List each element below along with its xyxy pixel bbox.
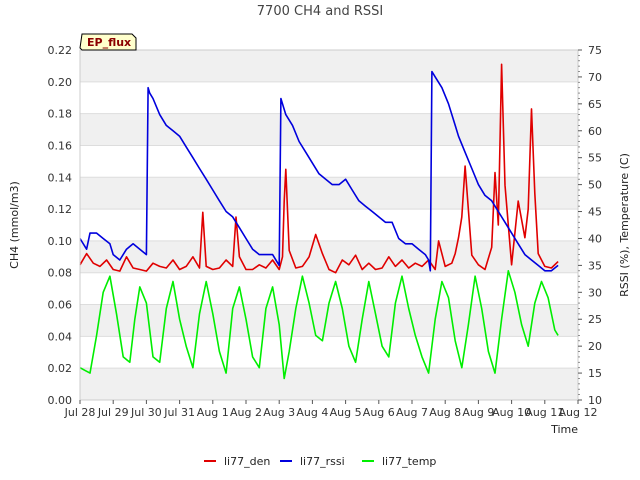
y-axis-label-left: CH4 (mmol/m3) (8, 181, 21, 269)
badge-label: EP_flux (87, 36, 131, 49)
plot-frame (79, 49, 579, 401)
y-tick-label-right: 30 (588, 286, 602, 299)
x-tick-label: Aug 3 (263, 406, 295, 419)
y-tick-label-left: 0.00 (48, 394, 73, 407)
y-axis-ticks-right: 10 15 20 25 30 35 40 45 50 55 60 65 70 75 (578, 44, 602, 407)
series-line-li77_temp (79, 269, 559, 380)
y-tick-label-right: 50 (588, 179, 602, 192)
series-line-li77_den (79, 63, 559, 274)
y-tick-label-left: 0.12 (48, 203, 73, 216)
x-tick-label: Jul 28 (64, 406, 96, 419)
grid-band (80, 50, 578, 82)
x-tick-label: Aug 10 (492, 406, 531, 419)
ep-flux-badge: EP_flux (79, 33, 137, 51)
series-layer (79, 63, 559, 380)
x-axis-label: Time (550, 423, 578, 436)
x-tick-label: Aug 7 (396, 406, 428, 419)
x-tick-label: Aug 6 (363, 406, 395, 419)
y-tick-label-left: 0.22 (48, 44, 73, 57)
x-tick-label: Aug 2 (230, 406, 262, 419)
y-tick-label-right: 55 (588, 152, 602, 165)
y-tick-label-right: 40 (588, 232, 602, 245)
x-tick-label: Aug 5 (330, 406, 362, 419)
y-tick-label-right: 20 (588, 340, 602, 353)
x-tick-label: Jul 31 (163, 406, 195, 419)
y-tick-label-left: 0.14 (48, 171, 73, 184)
y-tick-label-left: 0.10 (48, 235, 73, 248)
y-axis-label-right: RSSI (%), Temperature (C) (618, 153, 631, 297)
y-tick-label-right: 60 (588, 125, 602, 138)
x-tick-label: Aug 4 (296, 406, 328, 419)
y-tick-label-right: 15 (588, 367, 602, 380)
y-tick-label-left: 0.08 (48, 267, 73, 280)
y-tick-label-left: 0.02 (48, 362, 73, 375)
legend-label-li77_rssi: li77_rssi (300, 455, 345, 468)
legend-label-li77_den: li77_den (224, 455, 270, 468)
y-axis-ticks-left: 0.00 0.02 0.04 0.06 0.08 0.10 0.12 0.14 0.16 0.18… (48, 44, 73, 407)
y-tick-label-left: 0.16 (48, 139, 73, 152)
legend-label-li77_temp: li77_temp (382, 455, 436, 468)
legend: li77_den li77_rssi li77_temp (204, 455, 436, 468)
y-tick-label-left: 0.06 (48, 299, 73, 312)
x-tick-label: Jul 30 (130, 406, 162, 419)
grid-band (80, 368, 578, 400)
y-tick-label-right: 75 (588, 44, 602, 57)
y-tick-label-right: 35 (588, 259, 602, 272)
y-tick-label-right: 65 (588, 98, 602, 111)
y-tick-label-left: 0.20 (48, 76, 73, 89)
x-tick-label: Aug 11 (525, 406, 564, 419)
x-tick-label: Aug 1 (197, 406, 229, 419)
y-tick-label-right: 45 (588, 206, 602, 219)
y-tick-label-left: 0.04 (48, 330, 73, 343)
y-tick-label-right: 25 (588, 313, 602, 326)
y-tick-label-left: 0.18 (48, 108, 73, 121)
x-tick-label: Aug 9 (462, 406, 494, 419)
x-tick-label: Jul 29 (97, 406, 129, 419)
y-tick-label-right: 70 (588, 71, 602, 84)
x-tick-label: Aug 12 (559, 406, 598, 419)
y-tick-label-right: 10 (588, 394, 602, 407)
chart-title: 7700 CH4 and RSSI (257, 4, 383, 19)
series-line-li77_rssi (79, 70, 559, 272)
x-tick-label: Aug 8 (429, 406, 461, 419)
